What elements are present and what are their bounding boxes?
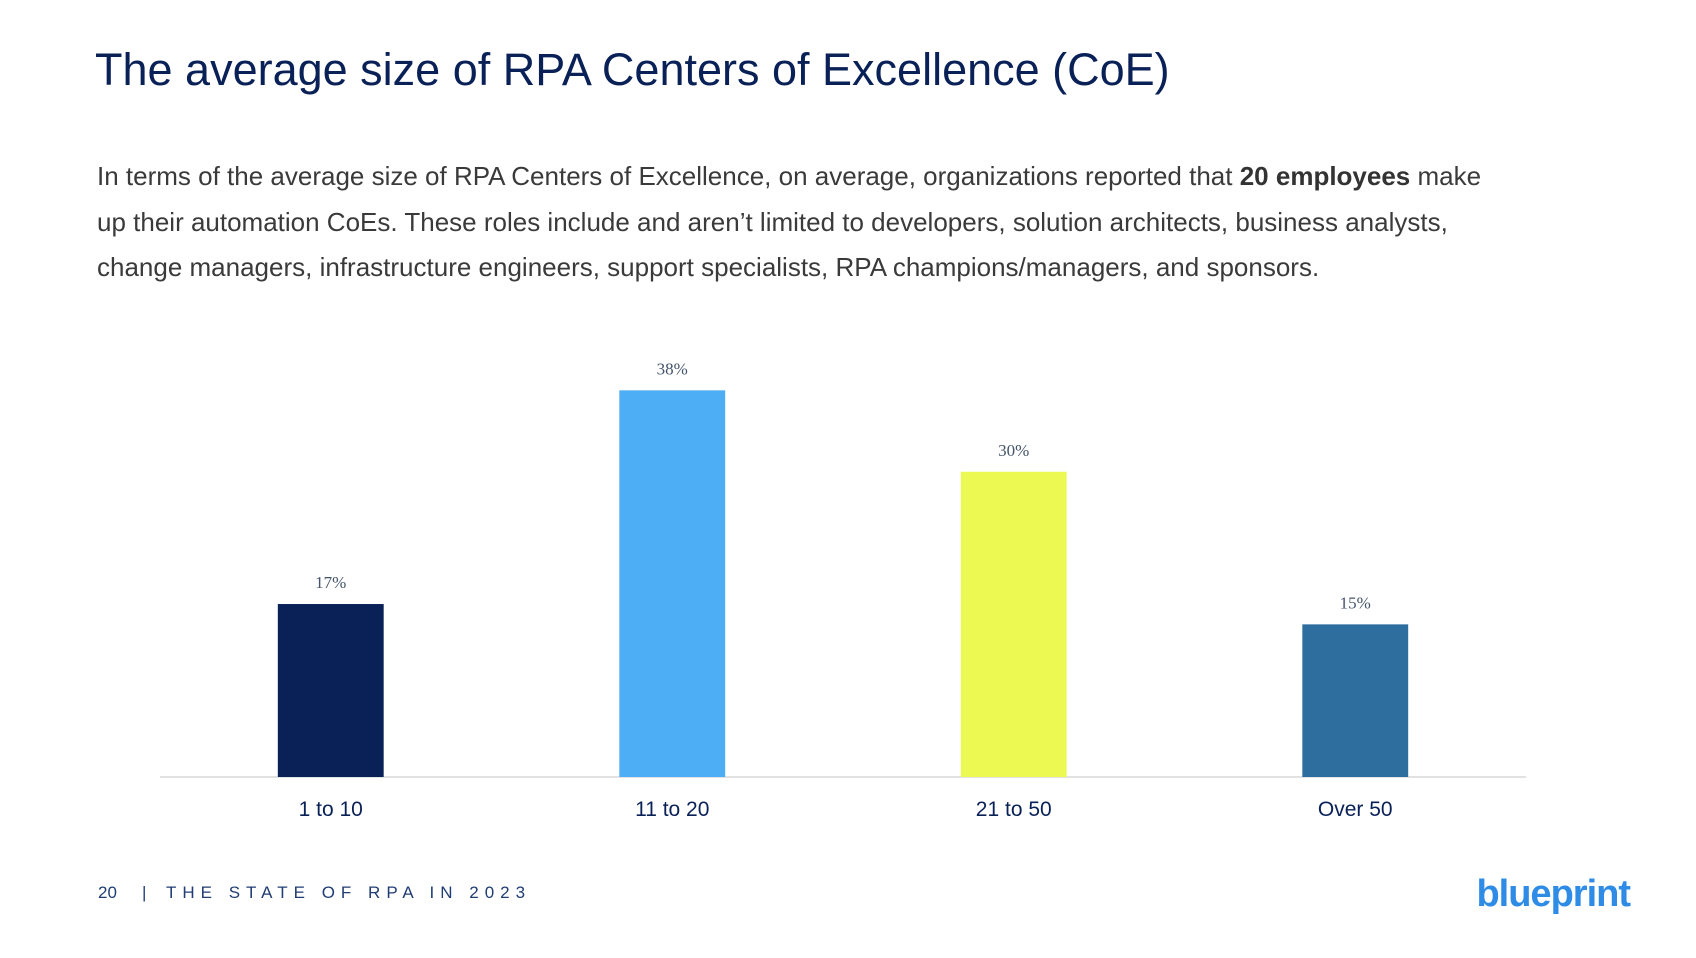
footer-text: THE STATE OF RPA IN 2023 (166, 883, 531, 902)
description-emphasis: 20 employees (1239, 161, 1411, 191)
value-label: 17% (315, 573, 346, 592)
x-tick-label: Over 50 (1318, 798, 1393, 821)
page-number: 20 (98, 883, 117, 902)
slide-title: The average size of RPA Centers of Excel… (95, 44, 1170, 95)
description-text: In terms of the average size of RPA Cent… (97, 161, 1240, 191)
description: In terms of the average size of RPA Cent… (97, 154, 1517, 291)
value-label: 38% (657, 359, 688, 378)
value-label: 30% (998, 441, 1029, 460)
bar (960, 471, 1067, 777)
logo: blueprint (1476, 873, 1631, 915)
description-text: make up their automation CoEs. These rol… (97, 161, 1482, 282)
footer-separator: | (142, 883, 146, 902)
x-tick-label: 21 to 50 (976, 798, 1052, 821)
value-label: 15% (1340, 593, 1371, 612)
x-tick-label: 1 to 10 (299, 798, 363, 821)
bar (277, 604, 384, 777)
x-tick-label: 11 to 20 (635, 798, 709, 821)
bar (619, 390, 726, 777)
bar (1302, 624, 1409, 777)
